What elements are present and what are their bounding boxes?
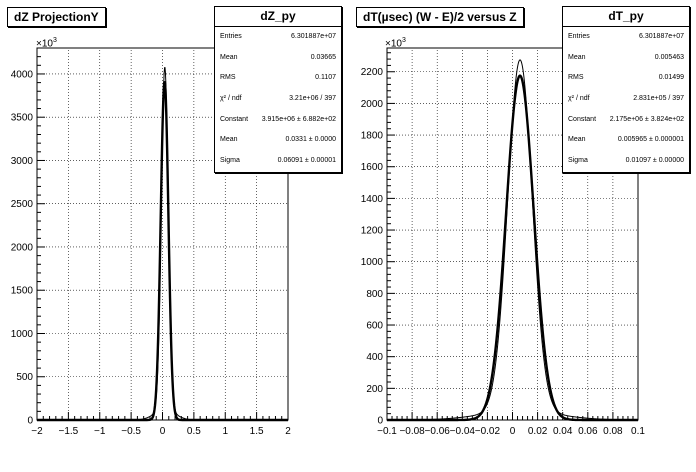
x-tick-label: −2 <box>31 426 43 437</box>
y-tick-label: 0 <box>377 416 383 427</box>
y-tick-label: 1800 <box>361 131 384 142</box>
y-tick-label: 3500 <box>11 113 34 124</box>
stats-row: Entries 6.301887e+07 <box>568 33 684 40</box>
y-tick-label: 2200 <box>361 67 384 78</box>
y-tick-label: 3000 <box>11 156 34 167</box>
x-tick-label: −0.04 <box>450 426 476 437</box>
stats-row: χ² / ndf 3.21e+06 / 397 <box>220 95 336 103</box>
x-tick-label: 0.06 <box>578 426 598 437</box>
left-y-exponent: ×103 <box>36 37 57 50</box>
x-tick-label: −1.5 <box>59 426 79 437</box>
x-tick-label: 0 <box>510 426 516 437</box>
x-tick-label: 0.1 <box>631 426 645 437</box>
x-tick-label: 1 <box>222 426 228 437</box>
y-tick-label: 1200 <box>361 226 384 237</box>
stats-row: Mean 0.0331 ± 0.0000 <box>220 136 336 144</box>
x-tick-label: 0.04 <box>553 426 573 437</box>
x-tick-label: −0.1 <box>377 426 397 437</box>
stats-row: Sigma 0.01097 ± 0.00000 <box>568 157 684 165</box>
stats-row: Sigma 0.06091 ± 0.00001 <box>220 157 336 165</box>
y-tick-label: 4000 <box>11 69 34 80</box>
right-plot-title: dT(µsec) (W - E)/2 versus Z <box>356 7 524 27</box>
y-tick-label: 1000 <box>11 329 34 340</box>
x-tick-label: −0.02 <box>475 426 501 437</box>
fit-curve-series <box>37 81 288 422</box>
right-stats-box: dT_py Entries 6.301887e+07 Mean 0.005463 R… <box>562 6 690 173</box>
stats-title: dZ_py <box>215 7 341 27</box>
stats-row: Mean 0.005463 <box>568 53 684 61</box>
stats-row: χ² / ndf 2.831e+05 / 397 <box>568 95 684 103</box>
y-tick-label: 0 <box>27 416 33 427</box>
stats-title: dT_py <box>563 7 689 27</box>
x-tick-label: 1.5 <box>250 426 264 437</box>
y-tick-label: 1500 <box>11 286 34 297</box>
y-tick-label: 1600 <box>361 162 384 173</box>
y-tick-label: 800 <box>366 289 383 300</box>
x-tick-label: −0.5 <box>121 426 141 437</box>
x-tick-label: −1 <box>94 426 106 437</box>
left-plot-title: dZ ProjectionY <box>7 7 106 27</box>
y-tick-label: 1000 <box>361 257 384 268</box>
x-tick-label: 0.5 <box>187 426 201 437</box>
y-tick-label: 200 <box>366 384 383 395</box>
stats-row: RMS 0.1107 <box>220 74 336 82</box>
stats-row: Constant 3.915e+06 ± 6.882e+02 <box>220 115 336 123</box>
stats-row: Constant 2.175e+06 ± 3.824e+02 <box>568 115 684 123</box>
y-tick-label: 1400 <box>361 194 384 205</box>
y-tick-label: 2500 <box>11 199 34 210</box>
fit-curve-series <box>387 74 638 422</box>
stats-row: RMS 0.01499 <box>568 74 684 82</box>
x-tick-label: 0.02 <box>528 426 548 437</box>
x-tick-label: 0 <box>160 426 166 437</box>
x-tick-label: −0.06 <box>425 426 451 437</box>
y-tick-label: 2000 <box>361 99 384 110</box>
plot-1: −0.1 −0.08 −0.06 −0.04 −0.02 0 0.02 0.04 0.06 0.0… <box>361 47 645 437</box>
stats-row: Mean 0.005965 ± 0.000001 <box>568 136 684 144</box>
y-tick-label: 400 <box>366 352 383 363</box>
stats-row: Mean 0.03665 <box>220 53 336 61</box>
y-tick-label: 600 <box>366 321 383 332</box>
right-y-exponent: ×103 <box>385 37 406 50</box>
x-tick-label: 0.08 <box>603 426 623 437</box>
left-stats-box: dZ_py Entries 6.301887e+07 Mean 0.03665 RM… <box>214 6 342 173</box>
y-tick-label: 500 <box>16 372 33 383</box>
x-tick-label: 2 <box>285 426 291 437</box>
x-tick-label: −0.08 <box>399 426 425 437</box>
y-tick-label: 2000 <box>11 242 34 253</box>
stats-row: Entries 6.301887e+07 <box>220 33 336 40</box>
